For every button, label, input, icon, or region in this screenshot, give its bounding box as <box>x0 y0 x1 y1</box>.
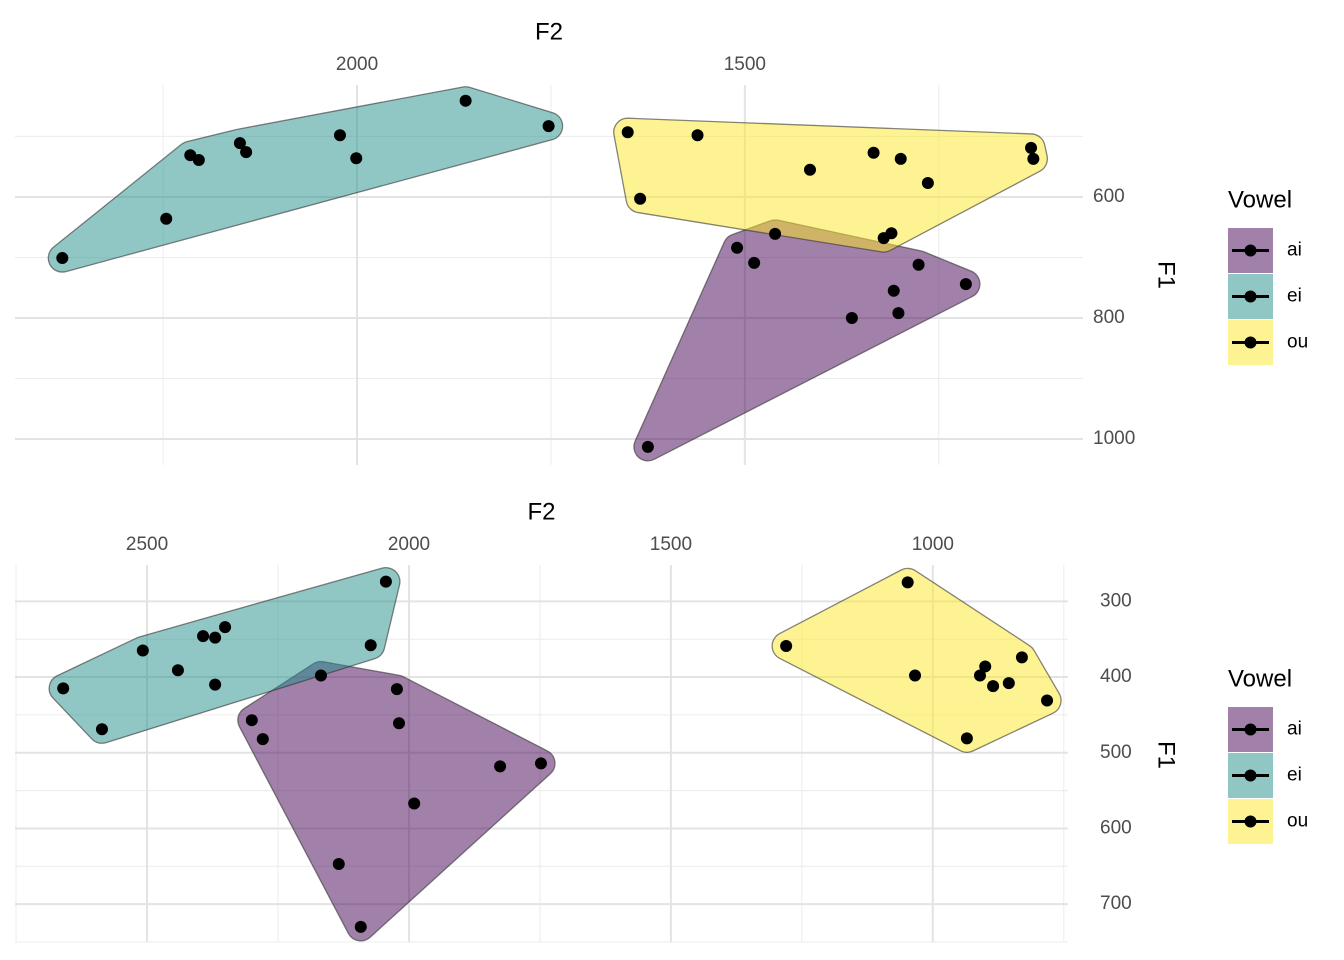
point <box>1041 694 1054 707</box>
legend-key-dot <box>1244 290 1257 303</box>
legend-label: ai <box>1287 719 1302 740</box>
point <box>160 212 173 225</box>
point <box>867 146 880 159</box>
point <box>769 227 782 240</box>
point <box>1027 152 1040 165</box>
point <box>192 154 205 167</box>
point <box>1002 677 1015 690</box>
point <box>691 129 704 142</box>
x-tick-label: 2000 <box>336 54 378 75</box>
point <box>621 126 634 139</box>
y-tick-label: 800 <box>1093 307 1125 328</box>
y-tick-label: 500 <box>1100 742 1132 763</box>
point <box>909 669 922 682</box>
point <box>731 241 744 254</box>
point <box>354 920 367 933</box>
point <box>57 682 70 695</box>
point <box>542 120 555 133</box>
point <box>240 146 253 159</box>
point <box>233 137 246 150</box>
point <box>885 227 898 240</box>
hull <box>613 117 1049 253</box>
legend-label: ei <box>1287 765 1302 786</box>
point <box>894 152 907 165</box>
legend-label: ai <box>1287 240 1302 261</box>
point <box>136 644 149 657</box>
x-tick-label: 1500 <box>650 534 692 555</box>
point <box>780 640 793 653</box>
point <box>197 630 210 643</box>
legend-title: Vowel <box>1228 665 1292 692</box>
point <box>959 278 972 291</box>
point <box>887 284 900 297</box>
legend-title: Vowel <box>1228 186 1292 213</box>
point <box>245 714 258 727</box>
legend-label: ou <box>1287 332 1308 353</box>
hull <box>48 567 401 744</box>
point <box>803 163 816 176</box>
point <box>1015 651 1028 664</box>
point <box>333 129 346 142</box>
point <box>364 639 377 652</box>
y-tick-label: 600 <box>1100 817 1132 838</box>
point <box>912 258 925 271</box>
point <box>534 757 547 770</box>
legend-key-dot <box>1244 336 1257 349</box>
point <box>56 252 69 265</box>
point <box>494 760 507 773</box>
x-tick-label: 2500 <box>126 534 168 555</box>
x-tick-label: 1500 <box>724 54 766 75</box>
point <box>979 660 992 673</box>
point <box>219 621 232 634</box>
point <box>314 669 327 682</box>
point <box>634 192 647 205</box>
y-axis-title: F1 <box>1153 741 1180 769</box>
hull <box>771 567 1062 753</box>
legend-label: ei <box>1287 286 1302 307</box>
hull <box>47 86 564 273</box>
point <box>256 733 269 746</box>
hull <box>237 660 556 942</box>
legend-key-dot <box>1244 815 1257 828</box>
point <box>393 717 406 730</box>
point <box>209 678 222 691</box>
point <box>95 723 108 736</box>
point <box>171 664 184 677</box>
point <box>892 307 905 320</box>
point <box>408 797 421 810</box>
point <box>845 311 858 324</box>
x-axis-title: F2 <box>535 18 563 45</box>
y-tick-label: 600 <box>1093 186 1125 207</box>
point <box>379 575 392 588</box>
point <box>960 732 973 745</box>
x-axis-title: F2 <box>527 498 555 525</box>
hull <box>633 219 981 462</box>
point <box>332 858 345 871</box>
legend-label: ou <box>1287 811 1308 832</box>
point <box>390 683 403 696</box>
point <box>921 177 934 190</box>
legend-key-dot <box>1244 723 1257 736</box>
x-tick-label: 1000 <box>912 534 954 555</box>
point <box>748 256 761 269</box>
y-axis-title: F1 <box>1153 261 1180 289</box>
point <box>901 576 914 589</box>
legend-key-dot <box>1244 769 1257 782</box>
point <box>1025 141 1038 154</box>
x-tick-label: 2000 <box>388 534 430 555</box>
point <box>350 152 363 165</box>
point <box>459 94 472 107</box>
point <box>987 680 1000 693</box>
y-tick-label: 700 <box>1100 893 1132 914</box>
y-tick-label: 1000 <box>1093 428 1135 449</box>
point <box>973 669 986 682</box>
y-tick-label: 300 <box>1100 590 1132 611</box>
point <box>209 631 222 644</box>
y-tick-label: 400 <box>1100 666 1132 687</box>
legend-key-dot <box>1244 244 1257 257</box>
point <box>641 440 654 453</box>
